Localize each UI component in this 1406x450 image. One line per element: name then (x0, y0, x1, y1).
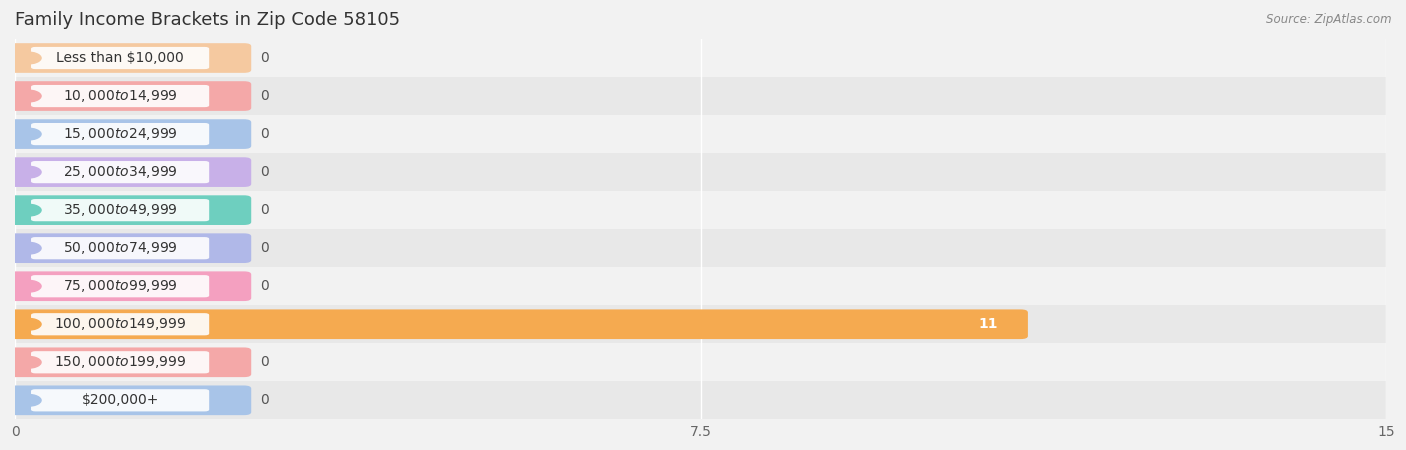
Bar (15, 39, 1386, 77)
Circle shape (11, 166, 41, 178)
Circle shape (11, 242, 41, 254)
Bar (15, 381, 1386, 419)
Text: $200,000+: $200,000+ (82, 393, 159, 407)
FancyBboxPatch shape (8, 81, 252, 111)
Circle shape (11, 90, 41, 102)
Circle shape (11, 52, 41, 64)
Bar (15, 267, 1386, 305)
Circle shape (11, 280, 41, 293)
Text: Less than $10,000: Less than $10,000 (56, 51, 184, 65)
Circle shape (11, 394, 41, 406)
FancyBboxPatch shape (31, 237, 209, 259)
FancyBboxPatch shape (8, 310, 1028, 339)
FancyBboxPatch shape (8, 43, 252, 73)
FancyBboxPatch shape (31, 351, 209, 374)
FancyBboxPatch shape (8, 347, 252, 377)
FancyBboxPatch shape (8, 386, 252, 415)
FancyBboxPatch shape (31, 275, 209, 297)
Text: 0: 0 (260, 165, 269, 179)
Text: 0: 0 (260, 356, 269, 369)
Text: 0: 0 (260, 393, 269, 407)
Text: 0: 0 (260, 51, 269, 65)
FancyBboxPatch shape (31, 313, 209, 335)
Text: 0: 0 (260, 241, 269, 255)
Text: 0: 0 (260, 203, 269, 217)
Text: $50,000 to $74,999: $50,000 to $74,999 (63, 240, 177, 256)
Bar (15, 115, 1386, 153)
Bar (15, 343, 1386, 381)
Text: 0: 0 (260, 279, 269, 293)
Text: $10,000 to $14,999: $10,000 to $14,999 (63, 88, 177, 104)
FancyBboxPatch shape (31, 85, 209, 107)
FancyBboxPatch shape (31, 123, 209, 145)
Text: 11: 11 (979, 317, 998, 331)
Text: Family Income Brackets in Zip Code 58105: Family Income Brackets in Zip Code 58105 (15, 11, 401, 29)
FancyBboxPatch shape (8, 119, 252, 149)
FancyBboxPatch shape (8, 195, 252, 225)
Bar (15, 229, 1386, 267)
Text: 0: 0 (260, 127, 269, 141)
Text: $25,000 to $34,999: $25,000 to $34,999 (63, 164, 177, 180)
FancyBboxPatch shape (31, 389, 209, 411)
FancyBboxPatch shape (8, 158, 252, 187)
Text: $150,000 to $199,999: $150,000 to $199,999 (53, 354, 187, 370)
Circle shape (11, 318, 41, 330)
Text: $75,000 to $99,999: $75,000 to $99,999 (63, 278, 177, 294)
FancyBboxPatch shape (31, 161, 209, 183)
Text: $100,000 to $149,999: $100,000 to $149,999 (53, 316, 187, 332)
Text: Source: ZipAtlas.com: Source: ZipAtlas.com (1267, 14, 1392, 27)
FancyBboxPatch shape (31, 199, 209, 221)
Circle shape (11, 356, 41, 369)
Bar (15, 153, 1386, 191)
FancyBboxPatch shape (8, 271, 252, 301)
FancyBboxPatch shape (31, 47, 209, 69)
Bar (15, 305, 1386, 343)
Circle shape (11, 128, 41, 140)
Circle shape (11, 204, 41, 216)
Text: 0: 0 (260, 89, 269, 103)
Bar (15, 191, 1386, 229)
Text: $15,000 to $24,999: $15,000 to $24,999 (63, 126, 177, 142)
Text: $35,000 to $49,999: $35,000 to $49,999 (63, 202, 177, 218)
Bar (15, 77, 1386, 115)
FancyBboxPatch shape (8, 234, 252, 263)
